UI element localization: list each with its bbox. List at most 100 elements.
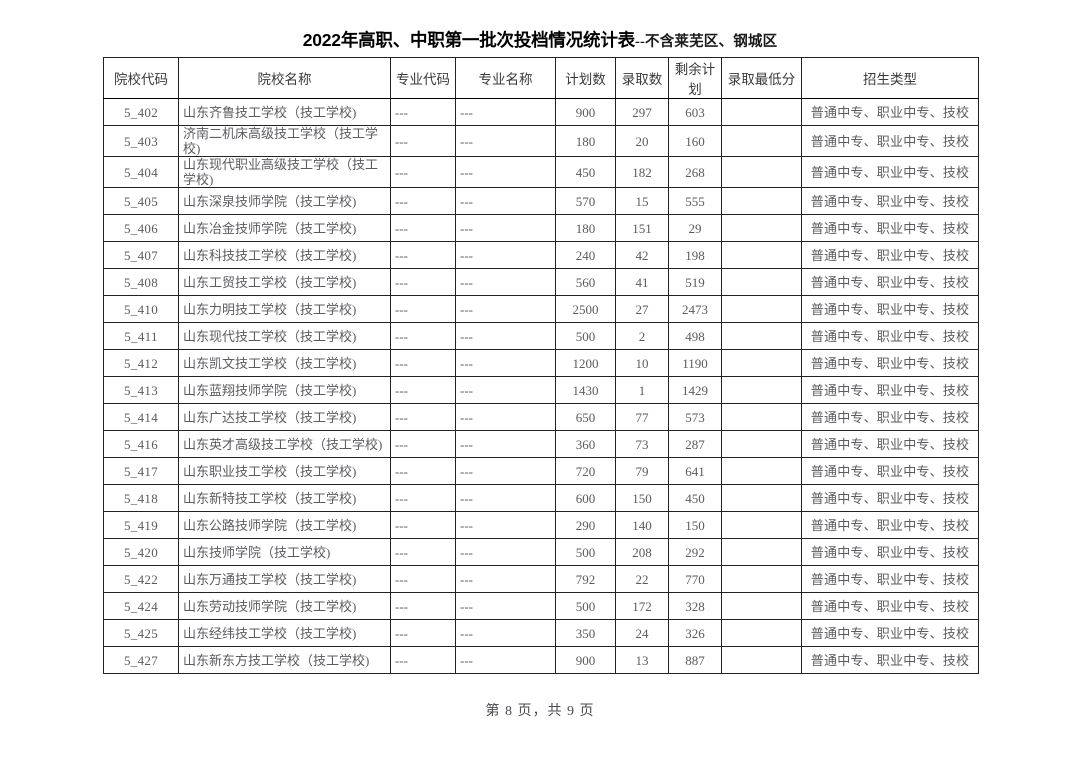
cell-min-score: [721, 592, 802, 620]
table-body: 5_402 山东齐鲁技工学校（技工学校) --- --- 900 297 603 普通中专、职…: [103, 98, 979, 674]
cell-remaining-count: 555: [668, 187, 722, 215]
cell-major-code: ---: [390, 457, 456, 485]
table-row: 5_418 山东新特技工学校（技工学校) --- --- 600 150 450 普通中专、职…: [103, 484, 979, 512]
cell-plan-count: 500: [555, 322, 616, 350]
cell-admission-type: 普通中专、职业中专、技校: [801, 457, 979, 485]
cell-admission-type: 普通中专、职业中专、技校: [801, 538, 979, 566]
cell-min-score: [721, 241, 802, 269]
cell-school-name: 山东工贸技工学校（技工学校): [178, 268, 391, 296]
cell-plan-count: 500: [555, 592, 616, 620]
cell-plan-count: 360: [555, 430, 616, 458]
column-header-school-code: 院校代码: [103, 57, 179, 99]
cell-admitted-count: 42: [615, 241, 669, 269]
cell-admission-type: 普通中专、职业中专、技校: [801, 376, 979, 404]
cell-admitted-count: 151: [615, 214, 669, 242]
cell-school-name: 山东经纬技工学校（技工学校): [178, 619, 391, 647]
cell-major-name: ---: [455, 349, 556, 377]
column-header-major-code: 专业代码: [390, 57, 456, 99]
cell-major-name: ---: [455, 241, 556, 269]
table-row: 5_403 济南二机床高级技工学校（技工学校) --- --- 180 20 160 普通中专…: [103, 125, 979, 157]
cell-remaining-count: 268: [668, 156, 722, 188]
cell-major-name: ---: [455, 511, 556, 539]
cell-remaining-count: 573: [668, 403, 722, 431]
cell-major-name: ---: [455, 187, 556, 215]
cell-admission-type: 普通中专、职业中专、技校: [801, 187, 979, 215]
table-row: 5_416 山东英才高级技工学校（技工学校) --- --- 360 73 287 普通中专、…: [103, 430, 979, 458]
cell-plan-count: 180: [555, 214, 616, 242]
cell-admitted-count: 140: [615, 511, 669, 539]
table-header-row: 院校代码 院校名称 专业代码 专业名称 计划数 录取数 剩余计划 录取最低分 招…: [103, 57, 979, 99]
cell-admitted-count: 1: [615, 376, 669, 404]
cell-admission-type: 普通中专、职业中专、技校: [801, 565, 979, 593]
cell-admitted-count: 24: [615, 619, 669, 647]
cell-major-name: ---: [455, 646, 556, 674]
cell-major-name: ---: [455, 98, 556, 126]
cell-school-code: 5_405: [103, 187, 179, 215]
cell-school-code: 5_425: [103, 619, 179, 647]
table-row: 5_422 山东万通技工学校（技工学校) --- --- 792 22 770 普通中专、职业…: [103, 565, 979, 593]
cell-admission-type: 普通中专、职业中专、技校: [801, 214, 979, 242]
cell-min-score: [721, 538, 802, 566]
table-row: 5_414 山东广达技工学校（技工学校) --- --- 650 77 573 普通中专、职业…: [103, 403, 979, 431]
cell-major-code: ---: [390, 322, 456, 350]
cell-school-name: 山东蓝翔技师学院（技工学校): [178, 376, 391, 404]
cell-min-score: [721, 156, 802, 188]
cell-admitted-count: 41: [615, 268, 669, 296]
column-header-major-name: 专业名称: [455, 57, 556, 99]
cell-admission-type: 普通中专、职业中专、技校: [801, 241, 979, 269]
cell-admission-type: 普通中专、职业中专、技校: [801, 322, 979, 350]
cell-remaining-count: 641: [668, 457, 722, 485]
column-header-admission-type: 招生类型: [801, 57, 979, 99]
cell-major-name: ---: [455, 295, 556, 323]
page-footer: 第 8 页，共 9 页: [485, 704, 595, 719]
cell-min-score: [721, 295, 802, 323]
table-row: 5_405 山东深泉技师学院（技工学校) --- --- 570 15 555 普通中专、职业…: [103, 187, 979, 215]
cell-school-code: 5_424: [103, 592, 179, 620]
cell-admitted-count: 22: [615, 565, 669, 593]
cell-school-code: 5_404: [103, 156, 179, 188]
cell-school-name: 山东劳动技师学院（技工学校): [178, 592, 391, 620]
cell-min-score: [721, 430, 802, 458]
cell-remaining-count: 603: [668, 98, 722, 126]
cell-major-name: ---: [455, 268, 556, 296]
cell-admission-type: 普通中专、职业中专、技校: [801, 430, 979, 458]
cell-major-name: ---: [455, 214, 556, 242]
cell-school-code: 5_427: [103, 646, 179, 674]
table-row: 5_413 山东蓝翔技师学院（技工学校) --- --- 1430 1 1429 普通中专、职…: [103, 376, 979, 404]
cell-school-name: 山东现代职业高级技工学校（技工学校): [178, 156, 391, 188]
cell-min-score: [721, 349, 802, 377]
cell-major-code: ---: [390, 156, 456, 188]
cell-major-code: ---: [390, 376, 456, 404]
cell-admission-type: 普通中专、职业中专、技校: [801, 646, 979, 674]
cell-school-code: 5_413: [103, 376, 179, 404]
cell-admitted-count: 79: [615, 457, 669, 485]
cell-min-score: [721, 214, 802, 242]
cell-school-code: 5_410: [103, 295, 179, 323]
cell-admission-type: 普通中专、职业中专、技校: [801, 484, 979, 512]
cell-remaining-count: 287: [668, 430, 722, 458]
cell-school-code: 5_420: [103, 538, 179, 566]
column-header-remaining: 剩余计划: [668, 57, 722, 99]
cell-school-code: 5_402: [103, 98, 179, 126]
cell-admission-type: 普通中专、职业中专、技校: [801, 125, 979, 157]
cell-min-score: [721, 268, 802, 296]
cell-admitted-count: 27: [615, 295, 669, 323]
cell-major-code: ---: [390, 484, 456, 512]
cell-plan-count: 290: [555, 511, 616, 539]
cell-school-name: 山东英才高级技工学校（技工学校): [178, 430, 391, 458]
cell-school-code: 5_406: [103, 214, 179, 242]
cell-remaining-count: 150: [668, 511, 722, 539]
cell-school-name: 山东万通技工学校（技工学校): [178, 565, 391, 593]
cell-admitted-count: 15: [615, 187, 669, 215]
cell-admission-type: 普通中专、职业中专、技校: [801, 619, 979, 647]
cell-admission-type: 普通中专、职业中专、技校: [801, 156, 979, 188]
table-row: 5_427 山东新东方技工学校（技工学校) --- --- 900 13 887 普通中专、职…: [103, 646, 979, 674]
cell-plan-count: 350: [555, 619, 616, 647]
cell-min-score: [721, 457, 802, 485]
cell-major-name: ---: [455, 376, 556, 404]
cell-school-code: 5_403: [103, 125, 179, 157]
cell-admitted-count: 208: [615, 538, 669, 566]
cell-min-score: [721, 376, 802, 404]
cell-school-name: 山东技师学院（技工学校): [178, 538, 391, 566]
